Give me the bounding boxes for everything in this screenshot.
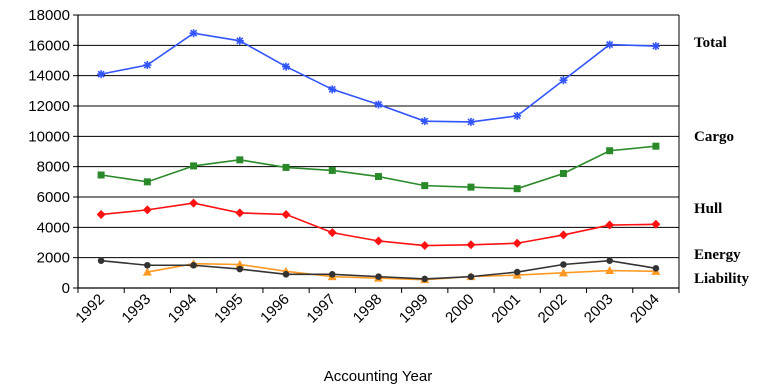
y-tick-label: 2000 (37, 250, 70, 267)
data-point (236, 37, 244, 45)
series-hull (97, 199, 661, 250)
data-point (513, 112, 521, 120)
series-label-cargo: Cargo (694, 129, 734, 145)
data-point (144, 178, 151, 185)
y-tick-label: 16000 (28, 37, 70, 54)
x-tick-label: 2003 (581, 291, 617, 327)
series-label-hull: Hull (694, 201, 722, 217)
x-tick-label: 1995 (211, 291, 247, 327)
y-tick-label: 12000 (28, 98, 70, 115)
x-tick-label: 1996 (257, 291, 293, 327)
y-tick-label: 14000 (28, 68, 70, 85)
series-label-total: Total (694, 35, 727, 51)
data-point (190, 162, 197, 169)
x-tick-label: 1999 (396, 291, 432, 327)
data-point (375, 100, 383, 108)
data-point (467, 118, 475, 126)
x-tick-labels: 1992 1993 1994 1995 1996 1997 1998 1999 2000 2001… (72, 291, 662, 327)
series-label-liability: Liability (694, 271, 750, 287)
data-point (98, 172, 105, 179)
x-tick-label: 2001 (488, 291, 524, 327)
x-tick-label: 1998 (350, 291, 386, 327)
gridlines (78, 15, 679, 288)
data-point (653, 265, 660, 272)
data-point (652, 143, 659, 150)
data-point (559, 76, 567, 84)
data-point (98, 257, 105, 264)
data-point (560, 261, 567, 268)
x-tick-label: 1993 (119, 291, 155, 327)
data-point (143, 61, 151, 69)
y-tick-label: 4000 (37, 219, 70, 236)
data-point (328, 228, 337, 237)
x-tick-label: 1994 (165, 291, 201, 327)
x-tick-label: 2004 (627, 291, 663, 327)
data-point (283, 271, 290, 278)
data-point (329, 271, 336, 278)
series-total (97, 29, 660, 126)
data-point (420, 241, 429, 250)
series-labels: Total Cargo Hull Energy Liability (694, 35, 750, 287)
data-point (421, 182, 428, 189)
axes (73, 15, 679, 293)
series-lines (97, 29, 661, 283)
x-axis-label: Accounting Year (324, 368, 432, 385)
series-label-energy: Energy (694, 247, 741, 263)
data-point (190, 262, 197, 269)
data-point (514, 269, 521, 276)
data-point (467, 184, 474, 191)
series-energy (98, 257, 659, 282)
data-point (374, 236, 383, 245)
data-point (329, 167, 336, 174)
data-point (283, 164, 290, 171)
data-point (97, 70, 105, 78)
x-tick-label: 1992 (72, 291, 108, 327)
data-point (421, 117, 429, 125)
y-tick-label: 18000 (28, 7, 70, 24)
x-tick-label: 2000 (442, 291, 478, 327)
data-point (189, 199, 198, 208)
data-point (237, 266, 244, 273)
data-point (605, 221, 614, 230)
data-point (606, 147, 613, 154)
y-tick-labels: 0 2000 4000 6000 8000 10000 12000 14000 16000 180… (28, 7, 70, 297)
data-point (560, 170, 567, 177)
y-tick-label: 0 (62, 280, 70, 297)
data-point (97, 210, 106, 219)
data-point (421, 276, 428, 283)
data-point (144, 262, 151, 269)
data-point (466, 240, 475, 249)
data-point (606, 257, 613, 264)
y-tick-label: 6000 (37, 189, 70, 206)
series-cargo (98, 143, 660, 192)
data-point (514, 185, 521, 192)
data-point (468, 273, 475, 280)
series-line (101, 33, 656, 122)
x-tick-label: 2002 (535, 291, 571, 327)
data-point (513, 239, 522, 248)
data-point (282, 63, 290, 71)
x-tick-label: 1997 (303, 291, 339, 327)
data-point (328, 85, 336, 93)
data-point (375, 273, 382, 280)
data-point (235, 208, 244, 217)
data-point (190, 29, 198, 37)
data-point (375, 173, 382, 180)
data-point (652, 42, 660, 50)
data-point (282, 210, 291, 219)
data-point (559, 230, 568, 239)
series-line (101, 146, 656, 188)
y-tick-label: 10000 (28, 128, 70, 145)
data-point (236, 156, 243, 163)
data-point (143, 205, 152, 214)
data-point (606, 41, 614, 49)
y-tick-label: 8000 (37, 159, 70, 176)
